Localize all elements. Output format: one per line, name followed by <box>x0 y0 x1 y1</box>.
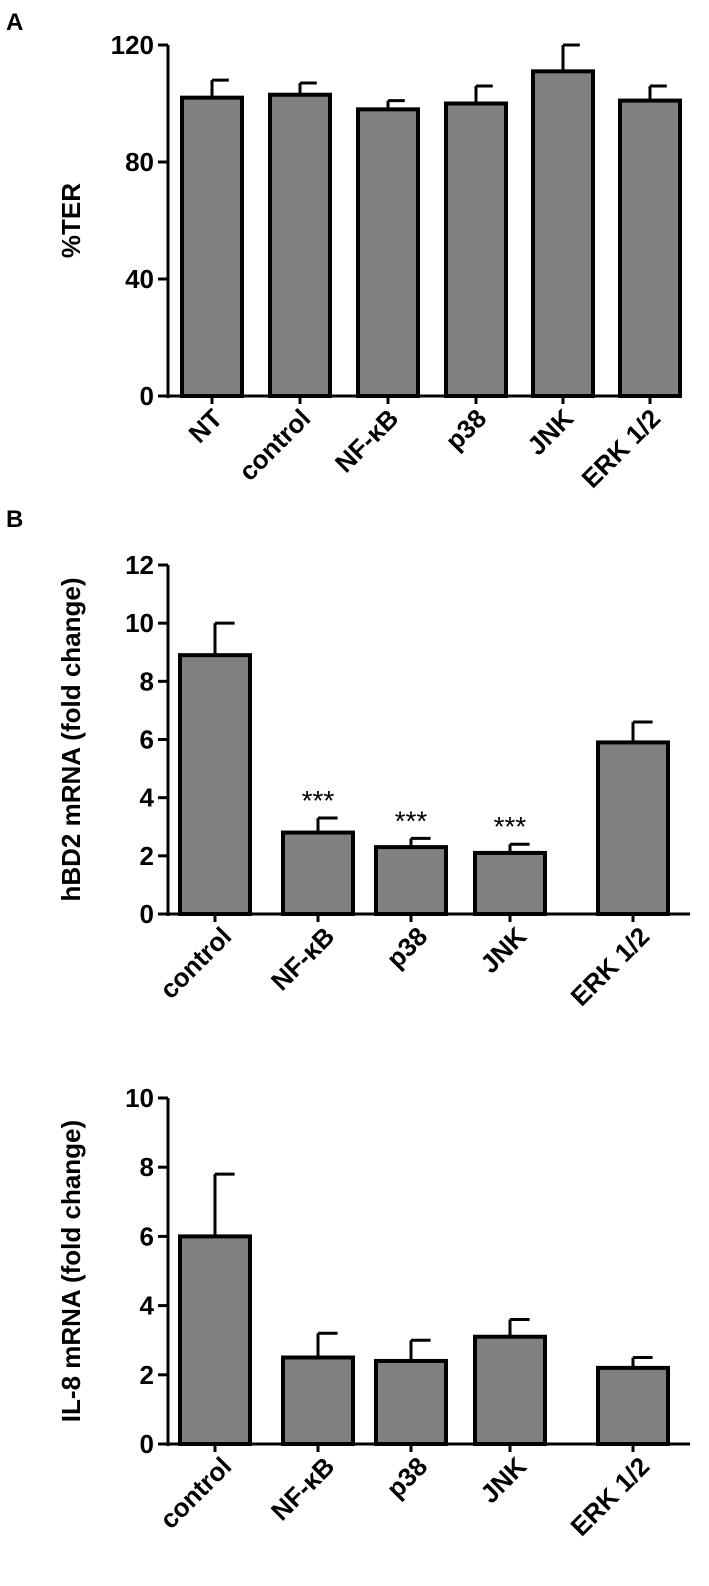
bar <box>356 107 420 398</box>
y-tick-label: 6 <box>140 1221 154 1251</box>
x-tick-label: NT <box>183 403 229 449</box>
x-tick-label: ERK 1/2 <box>576 403 667 494</box>
x-tick-label: NF-κB <box>265 921 340 996</box>
significance-label: *** <box>302 785 335 816</box>
y-tick-label: 6 <box>140 725 154 755</box>
bar <box>281 830 355 916</box>
y-tick-label: 12 <box>125 550 154 580</box>
x-tick-label: p38 <box>380 1451 433 1504</box>
bar <box>374 845 448 917</box>
bar <box>180 95 244 399</box>
x-tick-label: ERK 1/2 <box>565 1451 656 1542</box>
bar <box>596 740 670 916</box>
y-tick-label: 0 <box>140 899 154 929</box>
x-tick-label: NF-κB <box>329 403 404 478</box>
y-tick-label: 10 <box>125 1083 154 1113</box>
x-tick-label: JNK <box>521 403 579 461</box>
x-tick-label: JNK <box>474 1451 532 1509</box>
bar <box>596 1365 670 1447</box>
y-axis-title: IL-8 mRNA (fold change) <box>56 1120 86 1422</box>
chart-panel-3: 0 2 4 6 8 10 control NF-κB p38 JNK ERK 1/2 IL-8 mRN… <box>56 1083 690 1542</box>
x-tick-label: p38 <box>380 921 433 974</box>
x-tick-label: control <box>233 403 317 487</box>
x-tick-label: p38 <box>439 403 492 456</box>
bar <box>473 1334 547 1446</box>
significance-label: *** <box>395 805 428 836</box>
y-tick-label: 10 <box>125 608 154 638</box>
bar <box>618 98 682 398</box>
bar <box>444 101 508 398</box>
significance-label: *** <box>494 811 527 842</box>
bar <box>268 92 332 398</box>
y-tick-label: 120 <box>111 30 154 60</box>
y-axis-title: %TER <box>56 183 86 258</box>
x-tick-label: NF-κB <box>265 1451 340 1526</box>
x-tick-label: JNK <box>474 921 532 979</box>
y-tick-label: 80 <box>125 147 154 177</box>
y-tick-label: 0 <box>140 381 154 411</box>
y-tick-label: 2 <box>140 841 154 871</box>
y-tick-label: 0 <box>140 1429 154 1459</box>
y-tick-label: 40 <box>125 264 154 294</box>
bar <box>531 69 595 398</box>
x-tick-label: ERK 1/2 <box>565 921 656 1012</box>
y-axis-title: hBD2 mRNA (fold change) <box>56 577 86 901</box>
bar <box>473 850 547 916</box>
y-tick-label: 4 <box>140 1291 155 1321</box>
bar <box>374 1358 448 1446</box>
y-tick-label: 8 <box>140 1152 154 1182</box>
bar <box>178 1234 252 1447</box>
x-tick-label: control <box>154 1451 238 1535</box>
x-tick-label: control <box>154 921 238 1005</box>
chart-panel-2: B *** *** *** 0 2 4 6 8 10 12 control NF-κB p38 JNK ERK… <box>6 506 690 1012</box>
panel-label: A <box>6 9 23 36</box>
bar <box>178 653 252 916</box>
bar <box>281 1355 355 1446</box>
y-tick-label: 4 <box>140 783 155 813</box>
panel-label: B <box>6 506 23 533</box>
y-tick-label: 8 <box>140 666 154 696</box>
y-tick-label: 2 <box>140 1360 154 1390</box>
